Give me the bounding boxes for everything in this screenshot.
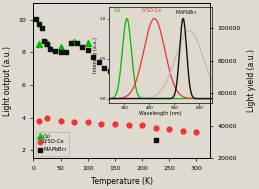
MAPbBr$_3$ [53,49,57,52]
CsI [45,42,49,45]
MAPbBr$_3$ [48,48,52,51]
LYSO-Ce [59,119,63,122]
CsI [72,40,76,43]
LYSO-Ce [126,123,131,126]
MAPbBr$_3$ [64,50,68,53]
X-axis label: Temperature (K): Temperature (K) [91,177,153,186]
MAPbBr$_3$ [45,43,49,46]
MAPbBr$_3$ [97,61,101,64]
MAPbBr$_3$ [69,42,74,45]
MAPbBr$_3$ [75,42,79,45]
LYSO-Ce [45,117,49,120]
CsI [86,42,90,45]
LYSO-Ce [37,119,41,122]
LYSO-Ce [99,123,103,126]
MAPbBr$_3$ [102,66,106,69]
MAPbBr$_3$ [154,139,158,142]
Y-axis label: Light yield (a.u.): Light yield (a.u.) [247,49,256,112]
Y-axis label: Light output (a.u.): Light output (a.u.) [3,46,12,116]
MAPbBr$_3$ [113,74,117,77]
MAPbBr$_3$ [40,26,44,29]
MAPbBr$_3$ [80,45,84,48]
LYSO-Ce [195,131,199,134]
MAPbBr$_3$ [91,56,95,59]
CsI [59,45,63,48]
MAPbBr$_3$ [86,48,90,51]
LYSO-Ce [154,127,158,130]
MAPbBr$_3$ [37,22,41,25]
MAPbBr$_3$ [126,91,131,94]
MAPbBr$_3$ [59,51,63,54]
LYSO-Ce [167,127,171,130]
MAPbBr$_3$ [42,40,46,43]
MAPbBr$_3$ [34,17,38,20]
CsI [37,43,41,46]
Legend: CsI, LYSO-Ce, MAPbBr$_3$: CsI, LYSO-Ce, MAPbBr$_3$ [36,132,69,156]
MAPbBr$_3$ [167,97,171,100]
LYSO-Ce [72,120,76,123]
LYSO-Ce [140,123,144,126]
LYSO-Ce [181,130,185,133]
LYSO-Ce [86,120,90,123]
LYSO-Ce [113,123,117,126]
MAPbBr$_3$ [107,70,112,73]
